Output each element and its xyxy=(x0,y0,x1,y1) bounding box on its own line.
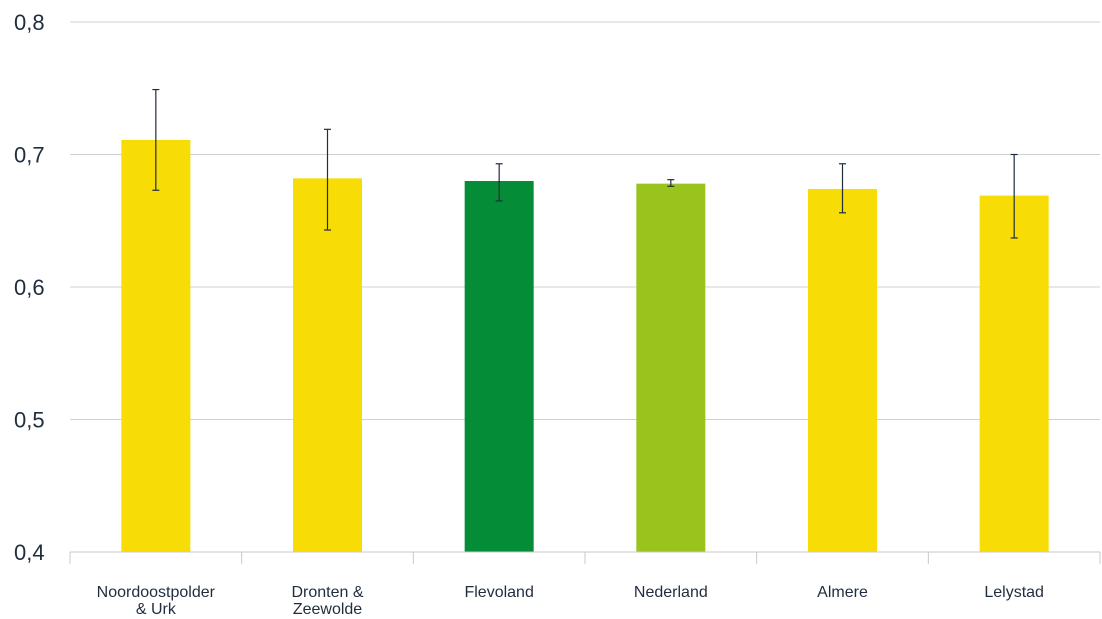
x-tick-label: Nederland xyxy=(634,584,708,601)
x-tick-label: Lelystad xyxy=(984,584,1044,601)
y-tick-label: 0,5 xyxy=(14,408,45,433)
error-bars xyxy=(152,88,1018,239)
x-tick-label: Noordoostpolder & Urk xyxy=(97,584,216,618)
x-tick-label: Flevoland xyxy=(464,584,533,601)
gridlines xyxy=(70,21,1100,420)
x-tick-label: Almere xyxy=(817,584,868,601)
bar xyxy=(121,139,191,553)
bars xyxy=(121,139,1049,553)
bar xyxy=(808,188,877,552)
y-axis-ticks: 0,4 0,5 0,6 0,7 0,8 xyxy=(14,10,45,565)
bar xyxy=(979,195,1049,552)
error-bar xyxy=(667,179,675,187)
y-tick-label: 0,4 xyxy=(14,540,45,565)
bar xyxy=(464,181,534,552)
bar xyxy=(293,178,362,552)
error-bar xyxy=(839,163,846,214)
x-tick-label: Dronten & Zeewolde xyxy=(291,584,363,618)
y-tick-label: 0,8 xyxy=(14,10,45,35)
error-bar xyxy=(1010,153,1018,239)
error-bar xyxy=(152,88,160,191)
y-tick-label: 0,6 xyxy=(14,275,45,300)
error-bar xyxy=(324,128,331,231)
error-bar xyxy=(495,163,503,202)
x-axis xyxy=(69,551,1101,564)
x-axis-ticks: Noordoostpolder & Urk Dronten & Zeewolde Fle… xyxy=(97,584,1044,618)
bar xyxy=(636,183,706,552)
y-tick-label: 0,7 xyxy=(14,143,45,168)
